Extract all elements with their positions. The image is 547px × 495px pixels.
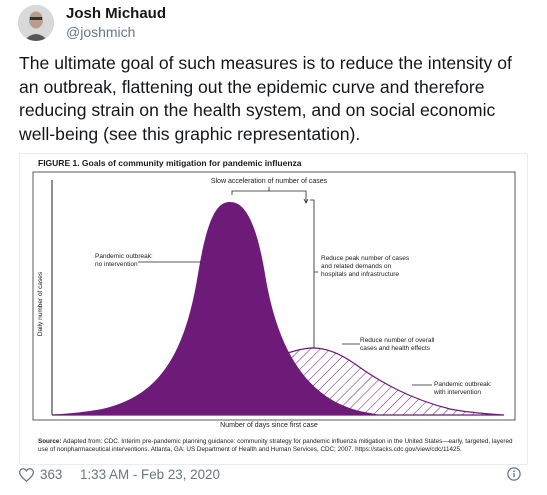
with-intervention-label-2: with intervention	[433, 389, 481, 396]
tweet-author[interactable]: Josh Michaud @joshmich	[66, 4, 166, 41]
reduce-overall-label-1: Reduce number of overall	[360, 337, 435, 344]
source-label: Source:	[38, 438, 62, 445]
reduce-overall-label-2: cases and health effects	[360, 345, 431, 352]
reduce-peak-bracket	[310, 199, 318, 349]
no-intervention-curve	[52, 202, 380, 415]
author-handle[interactable]: @joshmich	[66, 24, 136, 40]
x-axis-label: Number of days since first case	[220, 422, 318, 429]
epidemic-curve-diagram: Slow acceleration of number of cases Pan…	[32, 171, 516, 429]
like-count: 363	[40, 467, 63, 482]
like-button[interactable]: 363	[19, 467, 62, 482]
y-axis-label: Daily number of cases	[37, 271, 44, 336]
reduce-peak-label-3: hospitals and infrastructure	[321, 271, 399, 278]
tweet-timestamp[interactable]: 1:33 AM - Feb 23, 2020	[80, 467, 220, 482]
with-intervention-curve	[51, 347, 505, 416]
tweet-media-figure[interactable]: FIGURE 1. Goals of community mitigation …	[19, 153, 528, 465]
reduce-peak-label-2: and related demands on	[321, 263, 391, 270]
tweet-text: The ultimate goal of such measures is to…	[19, 53, 512, 144]
info-icon[interactable]	[507, 467, 521, 481]
slow-acceleration-bracket	[231, 187, 307, 195]
no-intervention-label-1: Pandemic outbreak:	[95, 253, 153, 260]
user-photo-icon	[18, 5, 54, 41]
author-name[interactable]: Josh Michaud	[66, 5, 167, 22]
heart-icon[interactable]	[19, 467, 34, 482]
figure-frame	[32, 171, 516, 421]
figure-source: Source: Adapted from: CDC. Interim pre-p…	[38, 438, 516, 454]
tweet-footer: 363 1:33 AM - Feb 23, 2020	[19, 467, 529, 485]
with-intervention-label-1: Pandemic outbreak:	[434, 381, 492, 388]
source-text: Adapted from: CDC. Interim pre-pandemic …	[38, 438, 513, 453]
no-intervention-label-2: no intervention	[95, 261, 138, 268]
slow-acceleration-label: Slow acceleration of number of cases	[211, 178, 328, 185]
figure-title: FIGURE 1. Goals of community mitigation …	[38, 158, 302, 168]
avatar[interactable]	[18, 5, 54, 41]
reduce-peak-label-1: Reduce peak number of cases	[321, 255, 410, 262]
